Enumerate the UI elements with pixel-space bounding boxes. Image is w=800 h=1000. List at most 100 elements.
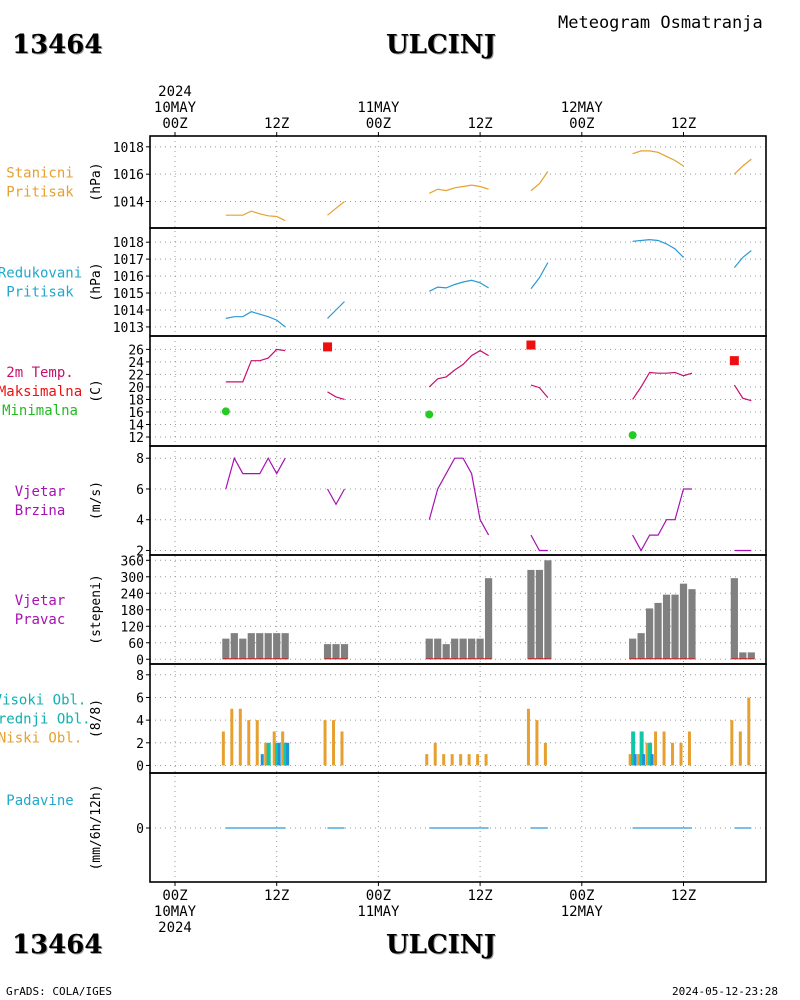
footer-credit: GrADS: COLA/IGES bbox=[6, 985, 112, 998]
panel-frame bbox=[149, 772, 767, 883]
wind-direction-bar bbox=[671, 594, 679, 660]
value-tick-label: 2 bbox=[136, 544, 144, 559]
cloud-bar bbox=[433, 742, 437, 766]
panel-frame bbox=[149, 335, 767, 447]
time-label-bottom: 00Z bbox=[162, 888, 187, 904]
cloud-bar bbox=[662, 731, 666, 766]
wind-direction-bar bbox=[256, 633, 264, 660]
panel-label: Visoki Obl. bbox=[0, 693, 86, 709]
wind-direction-bar bbox=[442, 644, 450, 660]
time-label-bottom: 00Z bbox=[366, 888, 391, 904]
wind-direction-bar bbox=[340, 644, 349, 660]
cloud-bar bbox=[535, 720, 539, 766]
value-tick-label: 1018 bbox=[113, 236, 144, 251]
cloud-bar bbox=[277, 742, 281, 766]
wind-direction-bar bbox=[730, 578, 738, 660]
series-line bbox=[530, 534, 548, 552]
y-axis-label: (C) bbox=[89, 379, 104, 402]
time-label-top: 11MAY bbox=[357, 100, 400, 116]
value-tick-label: 20 bbox=[128, 381, 144, 396]
wind-direction-bar bbox=[239, 638, 247, 660]
cloud-bar bbox=[238, 708, 242, 766]
cloud-bar bbox=[633, 754, 637, 766]
wind-direction-bar bbox=[662, 594, 671, 660]
value-tick-label: 18 bbox=[128, 393, 144, 408]
wind-direction-bar bbox=[646, 608, 654, 660]
panel-precipitation: 0 (mm/6h/12h) Padavine bbox=[6, 772, 767, 883]
value-tick-label: 22 bbox=[128, 368, 144, 383]
cloud-bar bbox=[275, 742, 280, 766]
wind-direction-bar bbox=[535, 569, 544, 660]
value-tick-label: 0 bbox=[136, 653, 144, 668]
cloud-bar bbox=[738, 731, 742, 766]
value-tick-label: 120 bbox=[121, 620, 144, 635]
cloud-bar bbox=[450, 754, 454, 766]
cloud-bar bbox=[283, 742, 288, 766]
y-axis-label: (mm/6h/12h) bbox=[89, 784, 104, 870]
cloud-bar bbox=[679, 742, 683, 766]
time-label-bottom: 12Z bbox=[264, 888, 289, 904]
time-label-bottom: 12Z bbox=[671, 888, 696, 904]
station-name-top: ULCINJ bbox=[386, 30, 496, 60]
value-tick-label: 180 bbox=[121, 604, 144, 619]
value-tick-label: 0 bbox=[136, 759, 144, 774]
series-line bbox=[327, 391, 345, 400]
panel-label: Pravac bbox=[15, 612, 66, 628]
series-line bbox=[326, 488, 346, 506]
y-axis-label: (m/s) bbox=[89, 481, 104, 520]
series-line bbox=[632, 488, 692, 552]
cloud-bar bbox=[255, 720, 259, 766]
cloud-bar bbox=[260, 754, 264, 766]
series-line bbox=[530, 262, 549, 290]
wind-direction-bar bbox=[747, 652, 755, 660]
panel-label: Srednji Obl. bbox=[0, 712, 91, 728]
time-label-top: 00Z bbox=[162, 116, 187, 132]
panel-label: Minimalna bbox=[2, 403, 78, 419]
time-label-bottom: 2024 bbox=[158, 920, 192, 936]
cloud-bar bbox=[266, 742, 271, 766]
series-line bbox=[327, 301, 345, 319]
station-id-bottom: 13464 bbox=[12, 930, 103, 960]
panel-station-pressure: 1014 1016 1018 (hPa) Stanicni Pritisak bbox=[6, 135, 767, 229]
cloud-bar bbox=[230, 708, 234, 766]
value-tick-label: 8 bbox=[136, 452, 144, 467]
wind-direction-bar bbox=[323, 644, 332, 660]
wind-direction-bar bbox=[247, 633, 255, 660]
cloud-bar bbox=[247, 720, 251, 766]
value-tick-label: 1017 bbox=[113, 253, 144, 268]
cloud-bar bbox=[272, 731, 276, 766]
series-line bbox=[429, 279, 489, 292]
wind-direction-bar bbox=[688, 589, 696, 660]
series-line bbox=[327, 201, 345, 216]
cloud-bar bbox=[459, 754, 463, 766]
y-axis-label: (8/8) bbox=[89, 699, 104, 738]
value-tick-label: 1016 bbox=[113, 168, 144, 183]
cloud-bar bbox=[323, 720, 327, 766]
panel-label: Pritisak bbox=[6, 185, 74, 201]
time-label-top: 12Z bbox=[264, 116, 289, 132]
cloud-bar bbox=[631, 731, 636, 766]
panel-wind-speed: 2 4 6 8 (m/s) Vjetar Brzina bbox=[15, 445, 767, 559]
cloud-bar bbox=[526, 708, 530, 766]
cloud-bar bbox=[340, 731, 344, 766]
panel-label: Vjetar bbox=[15, 593, 66, 609]
time-label-top: 2024 bbox=[158, 84, 192, 100]
wind-direction-bar bbox=[459, 638, 467, 660]
time-label-top: 00Z bbox=[569, 116, 594, 132]
wind-direction-bar bbox=[739, 652, 747, 660]
wind-direction-bar bbox=[484, 578, 493, 660]
series-line bbox=[225, 348, 286, 383]
series-line bbox=[225, 210, 286, 222]
time-label-top: 00Z bbox=[366, 116, 391, 132]
y-axis-label: (stepeni) bbox=[89, 574, 104, 644]
cloud-bar bbox=[264, 742, 268, 766]
y-axis-label: (hPa) bbox=[89, 162, 104, 201]
panel-label: Brzina bbox=[15, 503, 66, 519]
time-label-bottom: 00Z bbox=[569, 888, 594, 904]
cloud-bar bbox=[467, 754, 471, 766]
cloud-bar bbox=[637, 754, 641, 766]
meteogram-subtitle: Meteogram Osmatranja bbox=[558, 13, 763, 33]
cloud-bar bbox=[654, 731, 658, 766]
wind-direction-bar bbox=[264, 633, 272, 660]
series-line bbox=[428, 349, 489, 388]
